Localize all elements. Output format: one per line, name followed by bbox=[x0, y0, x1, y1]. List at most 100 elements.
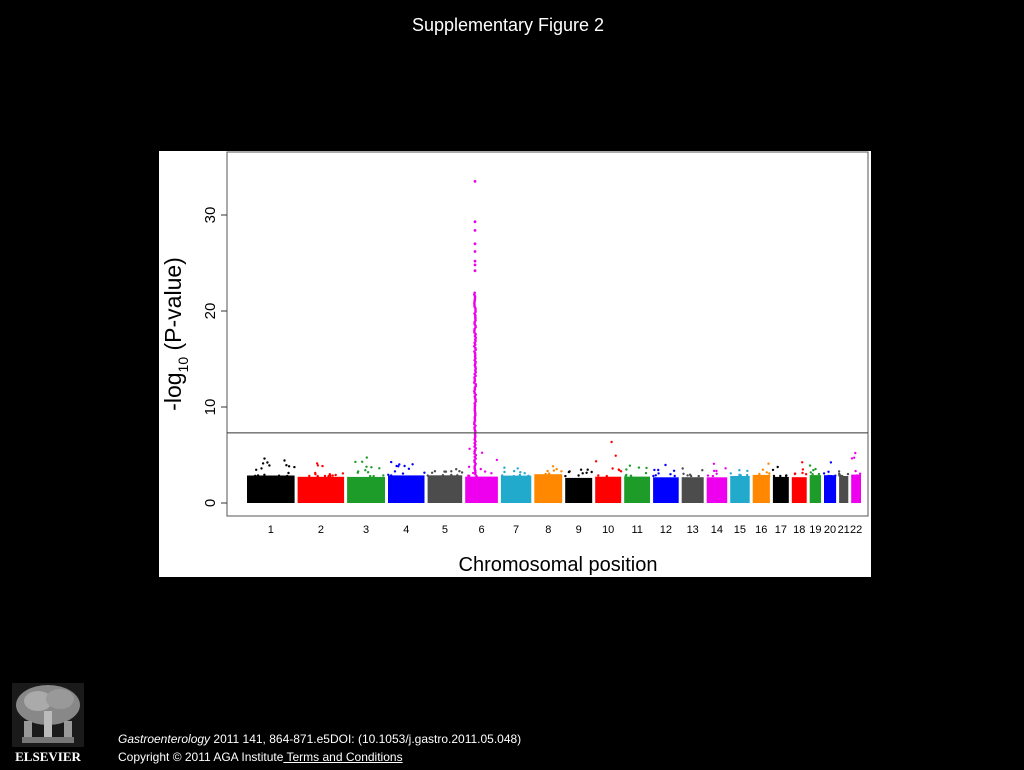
chromosome-6-peak-point bbox=[473, 250, 477, 253]
chromosome-19-point bbox=[814, 467, 817, 471]
chromosome-12-point bbox=[657, 472, 660, 475]
x-tick-label-chr-19: 19 bbox=[809, 524, 821, 536]
x-tick-label-chr-20: 20 bbox=[824, 524, 836, 536]
elsevier-logo: ELSEVIER bbox=[10, 681, 86, 765]
chromosome-17-band bbox=[772, 476, 789, 503]
chromosome-9-point bbox=[577, 474, 580, 477]
chromosome-4-point bbox=[407, 467, 411, 470]
chromosome-15-point bbox=[729, 472, 732, 475]
chromosome-7-point bbox=[518, 473, 522, 477]
chromosome-14-point bbox=[706, 474, 710, 477]
chromosome-1-point bbox=[293, 465, 296, 469]
chromosome-19-point bbox=[812, 469, 815, 472]
chromosome-17-point bbox=[772, 474, 776, 478]
chromosome-4-point bbox=[403, 464, 406, 468]
chromosome-14-point bbox=[715, 469, 718, 473]
chromosome-1-point bbox=[287, 471, 290, 475]
chromosome-3-point bbox=[364, 469, 367, 472]
chromosome-17-point bbox=[784, 474, 788, 478]
chromosome-4-band bbox=[388, 475, 425, 503]
chromosome-1-point bbox=[283, 459, 286, 462]
chromosome-2-point bbox=[321, 464, 324, 468]
y-axis-label: -log10 (P-value) bbox=[160, 257, 191, 411]
y-axis-label-tail: (P-value) bbox=[160, 257, 186, 357]
chromosome-15-point bbox=[738, 469, 741, 472]
chromosome-20-band bbox=[824, 475, 837, 503]
x-tick-label-chr-5: 5 bbox=[442, 524, 448, 536]
chromosome-8-point bbox=[546, 469, 549, 473]
chromosome-6-point bbox=[483, 470, 487, 473]
chromosome-7-point bbox=[516, 467, 519, 470]
chromosome-14-point bbox=[724, 467, 727, 470]
chromosome-3-point bbox=[365, 465, 368, 468]
chromosome-18-point bbox=[793, 472, 797, 476]
chromosome-15-point bbox=[746, 473, 749, 477]
chromosome-5-point bbox=[430, 471, 434, 474]
x-tick-label-chr-13: 13 bbox=[687, 524, 699, 536]
plot-frame bbox=[226, 151, 869, 517]
chromosome-6-point bbox=[490, 472, 493, 475]
chromosome-1-point bbox=[268, 464, 271, 467]
elsevier-tree-icon: ELSEVIER bbox=[12, 683, 84, 764]
chromosome-7-point bbox=[527, 474, 530, 477]
chromosome-3-point bbox=[357, 470, 360, 473]
x-tick-label-chr-4: 4 bbox=[403, 524, 409, 536]
x-tick-label-chr-8: 8 bbox=[545, 524, 551, 536]
chromosome-21-point bbox=[846, 472, 850, 476]
chromosome-16-point bbox=[767, 462, 770, 465]
chromosome-3-point bbox=[354, 460, 357, 464]
chromosome-6-peak-point bbox=[474, 384, 478, 388]
chromosome-3-point bbox=[361, 460, 364, 463]
chromosome-4-point bbox=[398, 463, 401, 466]
x-tick-label-chr-1: 1 bbox=[268, 524, 274, 536]
chromosome-17-point bbox=[779, 474, 782, 478]
chromosome-7-point bbox=[519, 471, 522, 474]
chromosome-2-point bbox=[315, 462, 319, 465]
chromosome-7-point bbox=[512, 474, 515, 478]
chromosome-6-point bbox=[495, 458, 499, 462]
x-tick-label-chr-18: 18 bbox=[793, 524, 805, 536]
chromosome-11-point bbox=[645, 466, 648, 470]
chromosome-6-peak-point bbox=[473, 220, 477, 224]
chromosome-12-point bbox=[652, 474, 655, 478]
chromosome-16-point bbox=[761, 468, 765, 471]
chromosome-12-point bbox=[669, 473, 672, 476]
x-tick-label-chr-7: 7 bbox=[513, 524, 519, 536]
chromosome-9-point bbox=[585, 471, 588, 474]
chromosome-4-point bbox=[395, 464, 398, 468]
y-tick-label: 10 bbox=[202, 399, 219, 416]
chromosome-7-point bbox=[513, 469, 516, 473]
chromosome-20-point bbox=[829, 461, 833, 464]
chromosome-6-peak-point bbox=[473, 229, 477, 232]
chromosome-20-point bbox=[834, 474, 837, 477]
x-tick-label-chr-15: 15 bbox=[734, 524, 746, 536]
chromosome-20-point bbox=[829, 474, 833, 478]
y-tick-label: 0 bbox=[202, 499, 219, 507]
chromosome-1-point bbox=[277, 474, 281, 477]
chromosome-6-point bbox=[480, 451, 484, 454]
chromosome-7-point bbox=[503, 466, 506, 469]
chromosome-9-point bbox=[567, 470, 571, 474]
chromosome-15-point bbox=[738, 473, 741, 476]
chromosome-8-point bbox=[541, 474, 544, 477]
chromosome-19-point bbox=[811, 473, 814, 476]
terms-link[interactable]: Terms and Conditions bbox=[283, 750, 403, 764]
x-tick-label-chr-22: 22 bbox=[850, 524, 862, 536]
chromosome-22-point bbox=[850, 457, 854, 460]
chromosome-10-point bbox=[619, 470, 623, 473]
chromosome-16-point bbox=[768, 474, 771, 478]
x-tick-label-chr-2: 2 bbox=[318, 524, 324, 536]
data-points-layer bbox=[247, 180, 862, 503]
x-axis: 1 2 3 4 5 6 7 8 9 10 11 12 13 14 15 16 17 18 19 20 21 22 bbox=[268, 524, 862, 536]
chromosome-6-peak-point bbox=[473, 269, 477, 273]
chromosome-2-point bbox=[316, 464, 320, 467]
x-tick-label-chr-14: 14 bbox=[711, 524, 723, 536]
chromosome-2-point bbox=[341, 472, 345, 475]
chromosome-6-peak-point bbox=[473, 263, 477, 267]
chromosome-18-point bbox=[801, 468, 805, 471]
chromosome-5-point bbox=[450, 470, 453, 473]
x-tick-label-chr-11: 11 bbox=[631, 524, 642, 536]
chromosome-16-point bbox=[765, 471, 768, 474]
y-axis: 0 10 20 30 bbox=[202, 207, 227, 507]
chromosome-13-point bbox=[701, 469, 704, 472]
